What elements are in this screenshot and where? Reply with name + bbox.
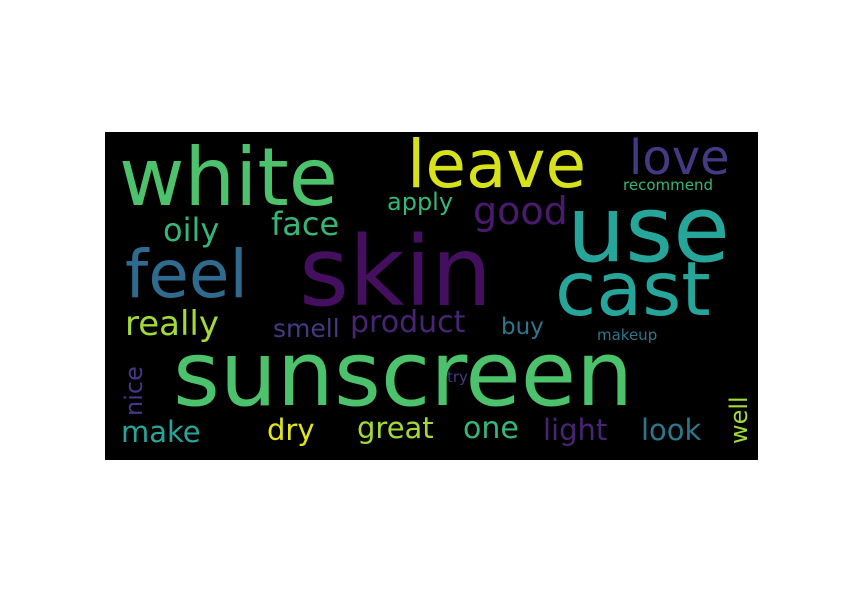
word-skin: skin bbox=[299, 216, 493, 328]
word-make: make bbox=[121, 415, 201, 449]
word-nice: nice bbox=[120, 366, 148, 416]
word-oily: oily bbox=[163, 211, 220, 249]
word-love: love bbox=[629, 132, 730, 186]
word-use: use bbox=[567, 176, 730, 283]
word-look: look bbox=[641, 413, 702, 447]
word-white: white bbox=[119, 132, 338, 224]
word-dry: dry bbox=[267, 413, 315, 447]
word-one: one bbox=[463, 411, 519, 446]
word-really: really bbox=[125, 304, 219, 344]
word-well: well bbox=[725, 396, 753, 444]
word-cloud: skin sunscreen use white cast leave feel… bbox=[105, 132, 758, 460]
word-great: great bbox=[357, 411, 434, 445]
word-feel: feel bbox=[125, 236, 248, 313]
word-apply: apply bbox=[387, 188, 454, 216]
word-sunscreen: sunscreen bbox=[173, 322, 634, 427]
word-try: try bbox=[447, 368, 468, 386]
word-buy: buy bbox=[501, 314, 544, 340]
word-cast: cast bbox=[555, 245, 711, 333]
word-recommend: recommend bbox=[623, 176, 713, 194]
word-makeup: makeup bbox=[597, 326, 658, 344]
word-product: product bbox=[350, 305, 466, 340]
word-leave: leave bbox=[407, 132, 587, 203]
word-face: face bbox=[271, 205, 340, 243]
word-good: good bbox=[473, 189, 568, 233]
word-light: light bbox=[543, 413, 608, 447]
word-smell: smell bbox=[273, 314, 340, 343]
